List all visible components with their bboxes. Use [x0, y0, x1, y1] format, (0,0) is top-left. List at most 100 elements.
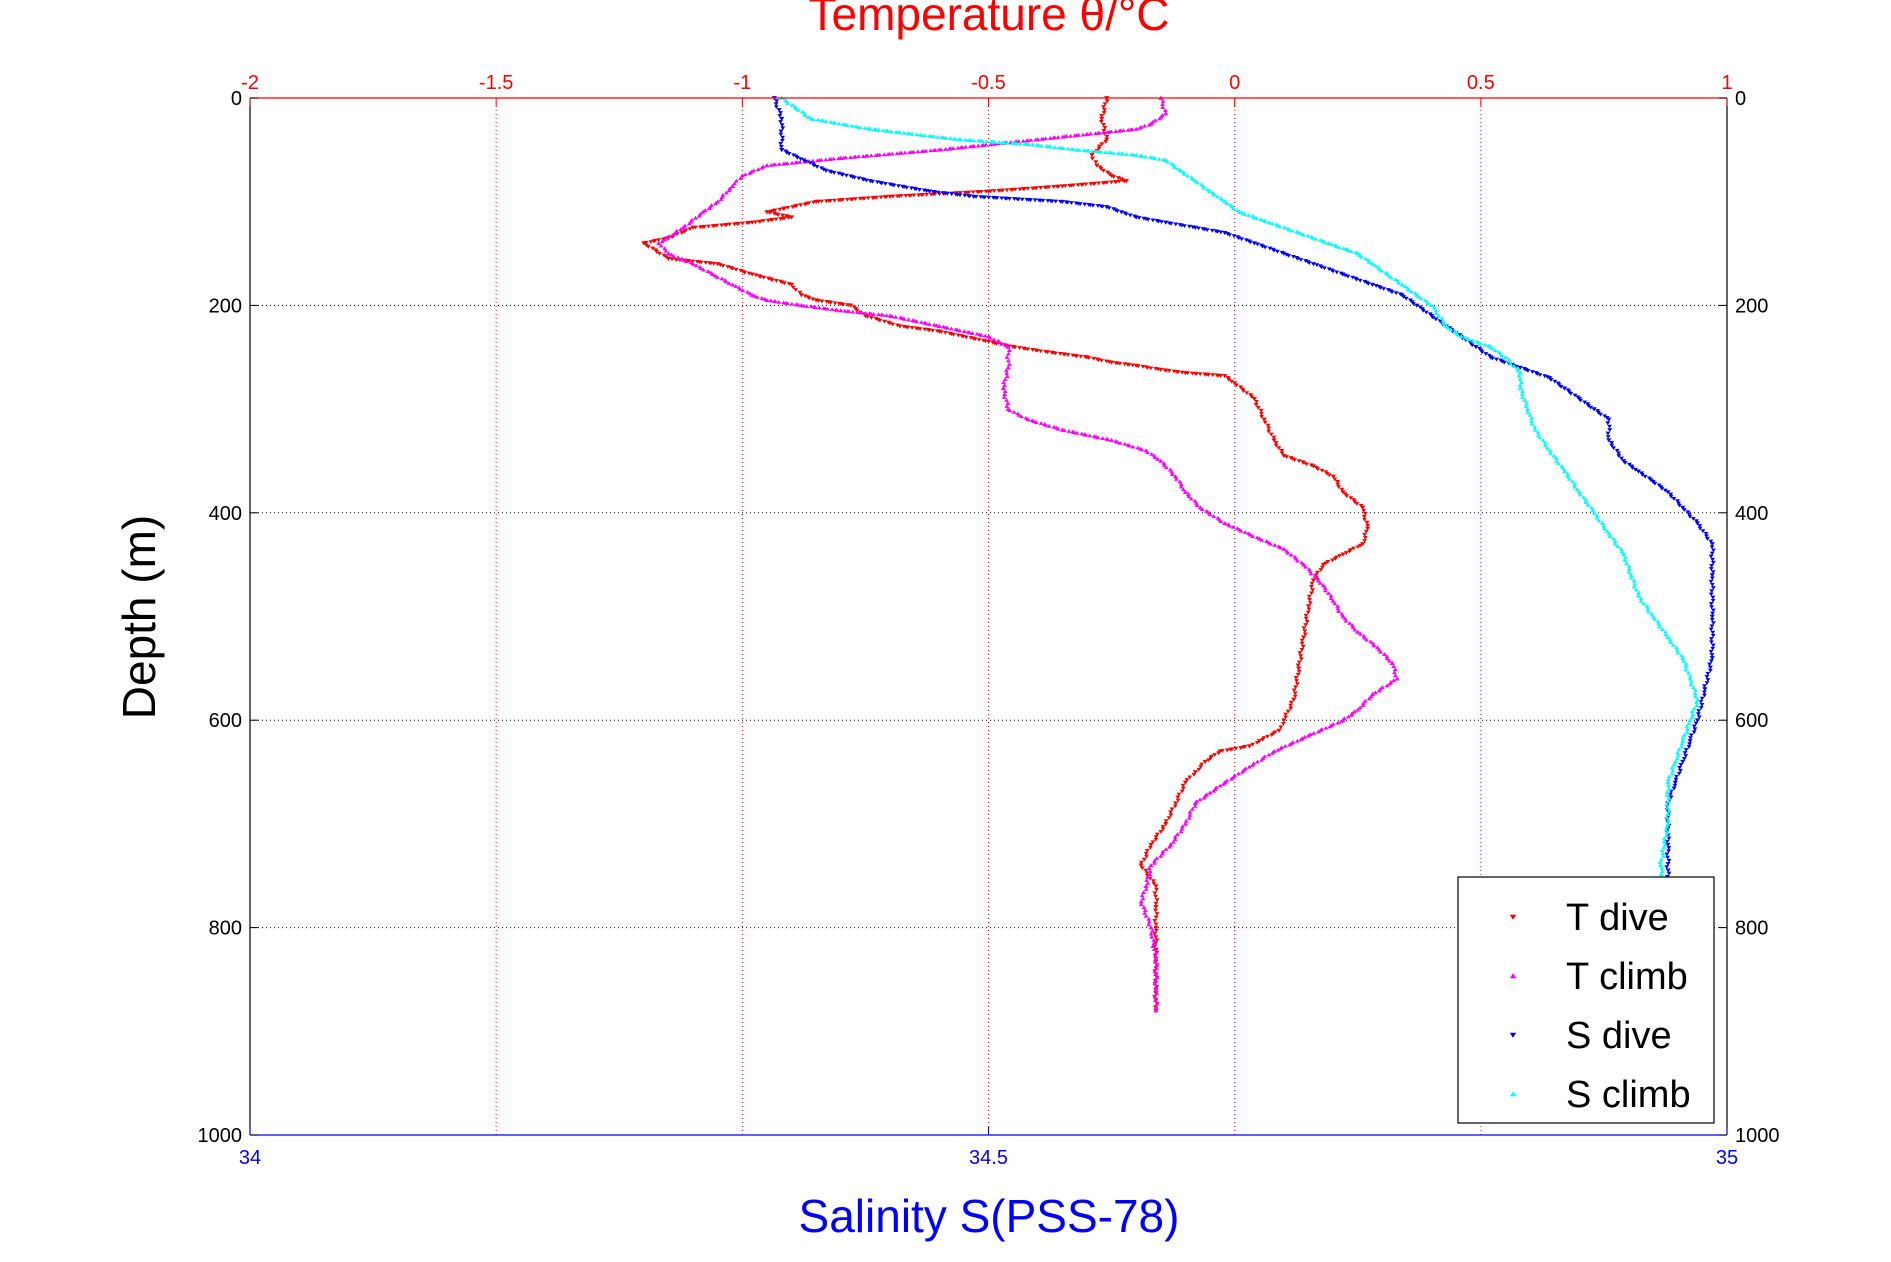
data-point [1298, 657, 1304, 662]
data-point [1705, 678, 1711, 682]
data-point [1077, 202, 1083, 207]
data-point [1709, 624, 1715, 629]
data-point [1674, 648, 1680, 652]
data-point [1657, 860, 1663, 865]
data-point [1433, 317, 1439, 322]
data-point [903, 194, 909, 198]
data-point [970, 190, 976, 195]
depth-tick-label-right: 0 [1735, 88, 1746, 110]
data-point [1594, 515, 1600, 520]
data-point [1079, 431, 1085, 436]
data-point [1572, 393, 1578, 398]
data-point [1675, 650, 1681, 655]
data-point [882, 319, 887, 324]
data-point [1664, 839, 1670, 844]
data-point [1394, 676, 1400, 681]
data-point [690, 225, 696, 230]
data-point [811, 200, 816, 205]
data-point [823, 168, 829, 173]
data-point [1201, 185, 1207, 190]
data-point [1519, 379, 1524, 384]
data-point [1040, 198, 1046, 203]
data-point [1053, 199, 1059, 204]
data-point [1578, 398, 1583, 403]
data-point [1172, 801, 1179, 806]
data-point [1677, 768, 1683, 773]
data-point [1490, 356, 1495, 361]
data-point [860, 154, 866, 159]
data-point [1433, 311, 1439, 315]
data-point [727, 186, 733, 191]
data-point [797, 159, 803, 164]
data-point [1154, 962, 1160, 967]
data-point [1030, 142, 1036, 147]
data-point [765, 218, 771, 223]
data-point [1302, 734, 1308, 739]
data-point [1118, 210, 1125, 215]
data-point [1615, 544, 1621, 549]
data-point [1361, 701, 1366, 705]
data-point [1153, 922, 1159, 927]
data-point [1011, 409, 1017, 414]
data-point [1005, 351, 1011, 356]
data-point [1153, 894, 1158, 899]
data-point [1656, 622, 1662, 626]
data-point [790, 285, 796, 290]
data-point [1645, 609, 1651, 613]
data-point [1660, 851, 1666, 856]
data-point [1668, 640, 1673, 645]
data-point [778, 141, 784, 146]
data-point [1658, 857, 1664, 862]
data-point [840, 173, 846, 177]
data-point [1293, 676, 1299, 680]
data-point [1282, 225, 1287, 230]
data-point [1688, 679, 1694, 684]
data-point [1301, 626, 1307, 631]
data-point [1296, 669, 1302, 674]
data-point [1636, 590, 1641, 595]
data-point [663, 248, 669, 253]
data-point [1299, 560, 1305, 565]
data-point [1594, 513, 1600, 518]
data-point [650, 246, 656, 251]
data-point [1696, 712, 1701, 717]
data-point [1231, 234, 1237, 239]
data-point [1155, 457, 1161, 461]
data-point [777, 207, 783, 212]
data-point [1688, 733, 1694, 738]
data-point [1275, 747, 1281, 752]
data-point [1145, 880, 1151, 885]
data-point [1309, 585, 1314, 589]
data-point [786, 215, 792, 220]
data-point [1334, 270, 1340, 275]
data-point [1100, 204, 1105, 209]
data-point [834, 308, 840, 312]
data-point [904, 185, 910, 190]
data-point [1676, 747, 1682, 752]
data-point [1666, 846, 1672, 850]
data-point [1142, 123, 1147, 128]
data-point [1709, 545, 1715, 550]
data-point [1197, 797, 1203, 802]
data-point [1286, 227, 1292, 232]
data-point [1380, 685, 1385, 690]
data-point [693, 215, 698, 220]
data-point [1565, 474, 1571, 479]
data-point [713, 201, 719, 206]
data-point [1153, 987, 1159, 992]
data-point [923, 321, 929, 326]
data-point [943, 147, 948, 151]
data-point [1669, 771, 1675, 776]
data-point [1623, 561, 1629, 565]
data-point [1227, 523, 1232, 528]
data-point [878, 195, 884, 200]
data-point [1242, 530, 1248, 534]
data-point [1151, 940, 1157, 945]
data-point [1548, 451, 1553, 455]
data-point [1232, 381, 1238, 386]
data-point [1315, 576, 1321, 581]
data-point [1529, 421, 1535, 426]
data-point [1025, 186, 1031, 191]
data-point [1076, 147, 1082, 152]
data-point [697, 225, 703, 230]
